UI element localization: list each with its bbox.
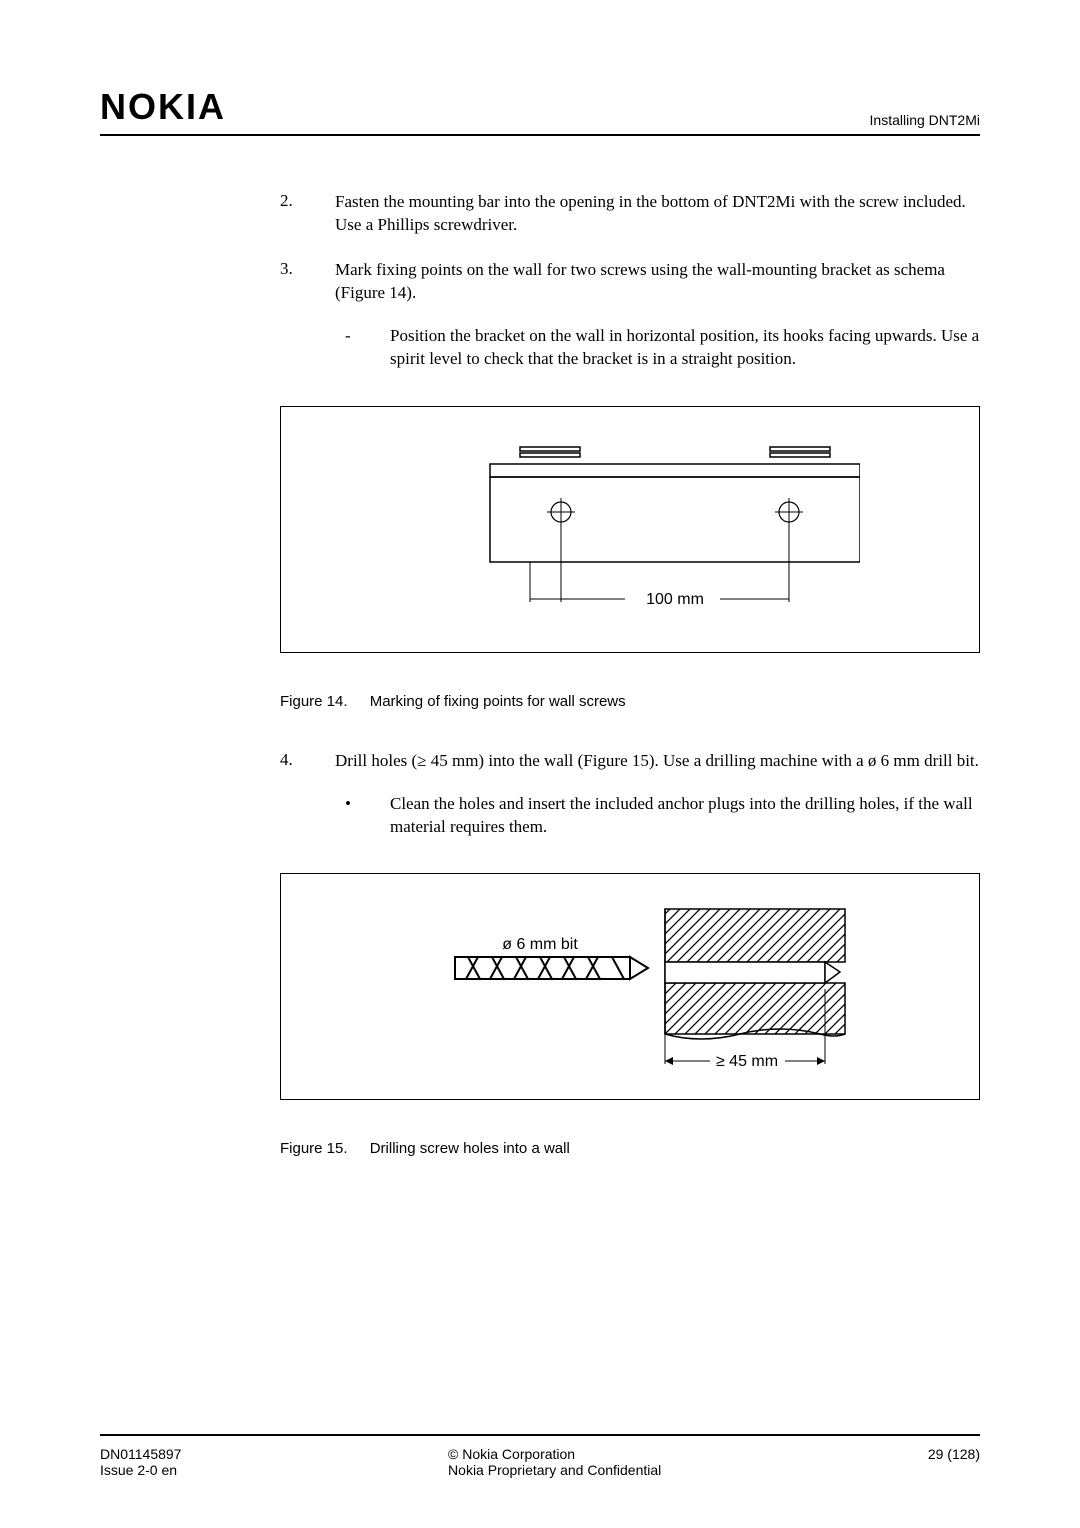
- footer-left: DN01145897 Issue 2-0 en: [100, 1446, 181, 1478]
- confidential: Nokia Proprietary and Confidential: [448, 1462, 661, 1478]
- step-3: 3. Mark fixing points on the wall for tw…: [280, 259, 980, 371]
- figure-15-svg: ø 6 mm bit ≥ 45 mm: [360, 899, 900, 1074]
- step-text: Mark fixing points on the wall for two s…: [335, 259, 980, 371]
- footer-center: © Nokia Corporation Nokia Proprietary an…: [448, 1446, 661, 1478]
- sub-marker: -: [335, 325, 390, 371]
- page-footer: DN01145897 Issue 2-0 en © Nokia Corporat…: [100, 1434, 980, 1478]
- doc-id: DN01145897: [100, 1446, 181, 1462]
- step-text-span: Mark fixing points on the wall for two s…: [335, 260, 945, 302]
- issue: Issue 2-0 en: [100, 1462, 181, 1478]
- page-number: 29 (128): [928, 1446, 980, 1462]
- step-number: 3.: [280, 259, 335, 371]
- figure-15-caption-text: Drilling screw holes into a wall: [370, 1140, 570, 1157]
- step-text: Fasten the mounting bar into the opening…: [335, 191, 980, 237]
- step-text-span: Drill holes (≥ 45 mm) into the wall (Fig…: [335, 751, 979, 770]
- footer-right: 29 (128): [928, 1446, 980, 1478]
- figure-15-caption: Figure 15. Drilling screw holes into a w…: [280, 1140, 980, 1157]
- sub-marker: •: [335, 793, 390, 839]
- page-header: NOKIA Installing DNT2Mi: [100, 86, 980, 136]
- sub-text: Clean the holes and insert the included …: [390, 793, 980, 839]
- figure-14-number: Figure 14.: [280, 693, 348, 710]
- figure-14-caption: Figure 14. Marking of fixing points for …: [280, 693, 980, 710]
- figure-15-number: Figure 15.: [280, 1140, 348, 1157]
- step-text: Drill holes (≥ 45 mm) into the wall (Fig…: [335, 750, 980, 839]
- step-4: 4. Drill holes (≥ 45 mm) into the wall (…: [280, 750, 980, 839]
- figure-14-caption-text: Marking of fixing points for wall screws: [370, 693, 626, 710]
- step-number: 4.: [280, 750, 335, 839]
- main-content: 2. Fasten the mounting bar into the open…: [100, 191, 980, 1157]
- step-2: 2. Fasten the mounting bar into the open…: [280, 191, 980, 237]
- nokia-logo: NOKIA: [100, 86, 226, 128]
- sub-text: Position the bracket on the wall in hori…: [390, 325, 980, 371]
- figure-15-box: ø 6 mm bit ≥ 45 mm: [280, 873, 980, 1100]
- step-4-subitem: • Clean the holes and insert the include…: [335, 793, 980, 839]
- step-3-subitem: - Position the bracket on the wall in ho…: [335, 325, 980, 371]
- figure-15-depth-label: ≥ 45 mm: [716, 1053, 778, 1070]
- step-number: 2.: [280, 191, 335, 237]
- copyright: © Nokia Corporation: [448, 1446, 661, 1462]
- figure-14-svg: 100 mm: [400, 437, 860, 627]
- figure-14-dim-label: 100 mm: [646, 591, 704, 608]
- header-section-title: Installing DNT2Mi: [870, 112, 980, 128]
- figure-14-box: 100 mm: [280, 406, 980, 653]
- figure-15-bit-label: ø 6 mm bit: [502, 936, 578, 953]
